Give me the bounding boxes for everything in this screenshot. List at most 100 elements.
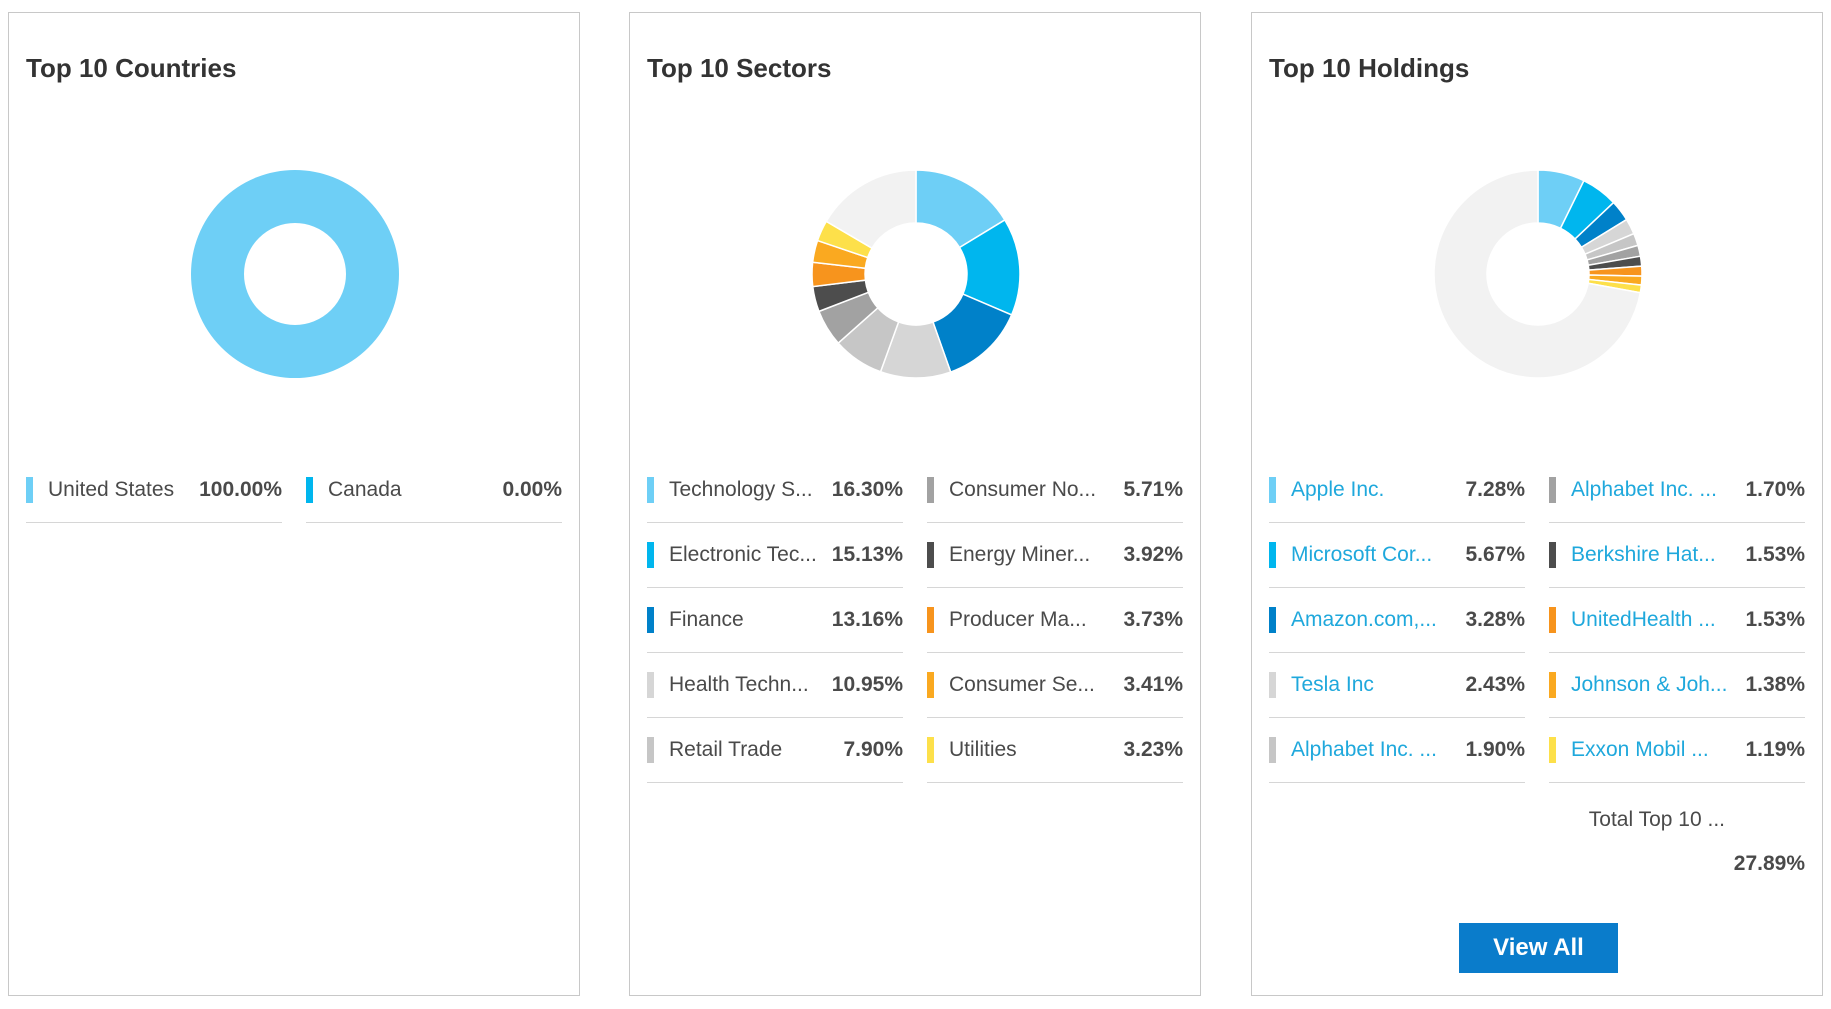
holdings-card: Top 10 Holdings Apple Inc. 7.28% Alphabet … xyxy=(1251,12,1823,996)
legend-item-canada: Canada 0.00% xyxy=(306,458,562,523)
legend-item-tesla-inc[interactable]: Tesla Inc 2.43% xyxy=(1269,653,1525,718)
legend-item-health-technology: Health Techn... 10.95% xyxy=(647,653,903,718)
legend-value: 1.90% xyxy=(1465,738,1525,761)
legend-item-consumer-non-durables: Consumer No... 5.71% xyxy=(927,458,1183,523)
legend-swatch xyxy=(1269,542,1276,568)
legend-label[interactable]: Alphabet Inc. ... xyxy=(1291,738,1437,761)
legend-value: 100.00% xyxy=(199,478,282,501)
legend-item-utilities: Utilities 3.23% xyxy=(927,718,1183,783)
countries-legend: United States 100.00% Canada 0.00% xyxy=(26,458,562,523)
legend-item-apple-inc[interactable]: Apple Inc. 7.28% xyxy=(1269,458,1525,523)
countries-card: Top 10 Countries United States 100.00% Can… xyxy=(8,12,580,996)
legend-label: United States xyxy=(48,478,175,501)
legend-value: 10.95% xyxy=(831,673,903,696)
legend-item-electronic-technology: Electronic Tec... 15.13% xyxy=(647,523,903,588)
legend-label[interactable]: Amazon.com,... xyxy=(1291,608,1437,631)
legend-value: 1.19% xyxy=(1745,738,1805,761)
legend-item-berkshire-hathaway[interactable]: Berkshire Hat... 1.53% xyxy=(1549,523,1805,588)
legend-label[interactable]: Alphabet Inc. ... xyxy=(1571,478,1717,501)
legend-item-finance: Finance 13.16% xyxy=(647,588,903,653)
legend-swatch xyxy=(647,477,654,503)
legend-item-johnson-johnson[interactable]: Johnson & Joh... 1.38% xyxy=(1549,653,1805,718)
legend-swatch xyxy=(927,607,934,633)
legend-label[interactable]: Johnson & Joh... xyxy=(1571,673,1728,696)
legend-item-alphabet-inc-class-a[interactable]: Alphabet Inc. ... 1.90% xyxy=(1269,718,1525,783)
sectors-title: Top 10 Sectors xyxy=(647,53,832,83)
legend-value: 7.28% xyxy=(1465,478,1525,501)
legend-label: Technology S... xyxy=(669,478,813,501)
legend-label: Retail Trade xyxy=(669,738,783,761)
legend-item-exxon-mobil-corporation[interactable]: Exxon Mobil ... 1.19% xyxy=(1549,718,1805,783)
legend-item-unitedhealth-group[interactable]: UnitedHealth ... 1.53% xyxy=(1549,588,1805,653)
legend-swatch xyxy=(1549,542,1556,568)
legend-label[interactable]: Exxon Mobil ... xyxy=(1571,738,1709,761)
legend-label: Health Techn... xyxy=(669,673,809,696)
legend-value: 3.92% xyxy=(1123,543,1183,566)
legend-swatch xyxy=(1269,737,1276,763)
holdings-donut xyxy=(1433,169,1643,379)
legend-swatch xyxy=(1269,477,1276,503)
legend-label: Canada xyxy=(328,478,402,501)
legend-label[interactable]: Microsoft Cor... xyxy=(1291,543,1433,566)
legend-value: 2.43% xyxy=(1465,673,1525,696)
holdings-legend: Apple Inc. 7.28% Alphabet Inc. ... 1.70% Mic… xyxy=(1269,458,1805,783)
legend-item-microsoft-corporation[interactable]: Microsoft Cor... 5.67% xyxy=(1269,523,1525,588)
sectors-donut xyxy=(811,169,1021,379)
legend-value: 1.53% xyxy=(1745,543,1805,566)
legend-item-technology-services: Technology S... 16.30% xyxy=(647,458,903,523)
legend-item-alphabet-inc-class-c[interactable]: Alphabet Inc. ... 1.70% xyxy=(1549,458,1805,523)
legend-value: 3.23% xyxy=(1123,738,1183,761)
legend-label[interactable]: Tesla Inc xyxy=(1291,673,1374,696)
legend-label: Electronic Tec... xyxy=(669,543,817,566)
countries-title: Top 10 Countries xyxy=(26,53,237,83)
legend-swatch xyxy=(647,672,654,698)
holdings-total-value: 27.89% xyxy=(1733,852,1805,875)
legend-label: Consumer No... xyxy=(949,478,1097,501)
holdings-total-label: Total Top 10 ... xyxy=(1588,808,1725,831)
legend-swatch xyxy=(306,477,313,503)
legend-swatch xyxy=(1269,607,1276,633)
legend-item-producer-manufacturing: Producer Ma... 3.73% xyxy=(927,588,1183,653)
legend-swatch xyxy=(1549,477,1556,503)
view-all-button[interactable]: View All xyxy=(1459,923,1618,973)
legend-value: 15.13% xyxy=(831,543,903,566)
legend-value: 3.73% xyxy=(1123,608,1183,631)
legend-swatch xyxy=(927,672,934,698)
legend-swatch xyxy=(927,477,934,503)
legend-swatch xyxy=(1269,672,1276,698)
legend-swatch xyxy=(927,542,934,568)
legend-value: 5.71% xyxy=(1123,478,1183,501)
legend-label: Finance xyxy=(669,608,744,631)
legend-value: 3.41% xyxy=(1123,673,1183,696)
legend-value: 7.90% xyxy=(843,738,903,761)
legend-value: 1.53% xyxy=(1745,608,1805,631)
legend-value: 0.00% xyxy=(502,478,562,501)
legend-label: Utilities xyxy=(949,738,1017,761)
legend-label: Energy Miner... xyxy=(949,543,1091,566)
legend-value: 5.67% xyxy=(1465,543,1525,566)
slice-united-states[interactable] xyxy=(191,170,399,378)
legend-swatch xyxy=(26,477,33,503)
slice-remainder xyxy=(825,169,917,250)
legend-value: 3.28% xyxy=(1465,608,1525,631)
legend-value: 1.70% xyxy=(1745,478,1805,501)
legend-label: Producer Ma... xyxy=(949,608,1087,631)
countries-donut xyxy=(191,170,399,378)
legend-label[interactable]: Berkshire Hat... xyxy=(1571,543,1716,566)
legend-swatch xyxy=(647,607,654,633)
legend-swatch xyxy=(647,737,654,763)
legend-label: Consumer Se... xyxy=(949,673,1095,696)
slice-remainder xyxy=(1433,169,1642,379)
legend-swatch xyxy=(1549,607,1556,633)
legend-item-consumer-services: Consumer Se... 3.41% xyxy=(927,653,1183,718)
legend-item-retail-trade: Retail Trade 7.90% xyxy=(647,718,903,783)
holdings-total: Total Top 10 ... 27.89% xyxy=(1589,808,1805,876)
legend-value: 16.30% xyxy=(831,478,903,501)
legend-swatch xyxy=(1549,737,1556,763)
sectors-card: Top 10 Sectors Technology S... 16.30% Cons… xyxy=(629,12,1201,996)
legend-item-amazon-com-inc[interactable]: Amazon.com,... 3.28% xyxy=(1269,588,1525,653)
legend-item-energy-minerals: Energy Miner... 3.92% xyxy=(927,523,1183,588)
legend-label[interactable]: UnitedHealth ... xyxy=(1571,608,1716,631)
holdings-title: Top 10 Holdings xyxy=(1269,53,1470,83)
legend-label[interactable]: Apple Inc. xyxy=(1291,478,1385,501)
